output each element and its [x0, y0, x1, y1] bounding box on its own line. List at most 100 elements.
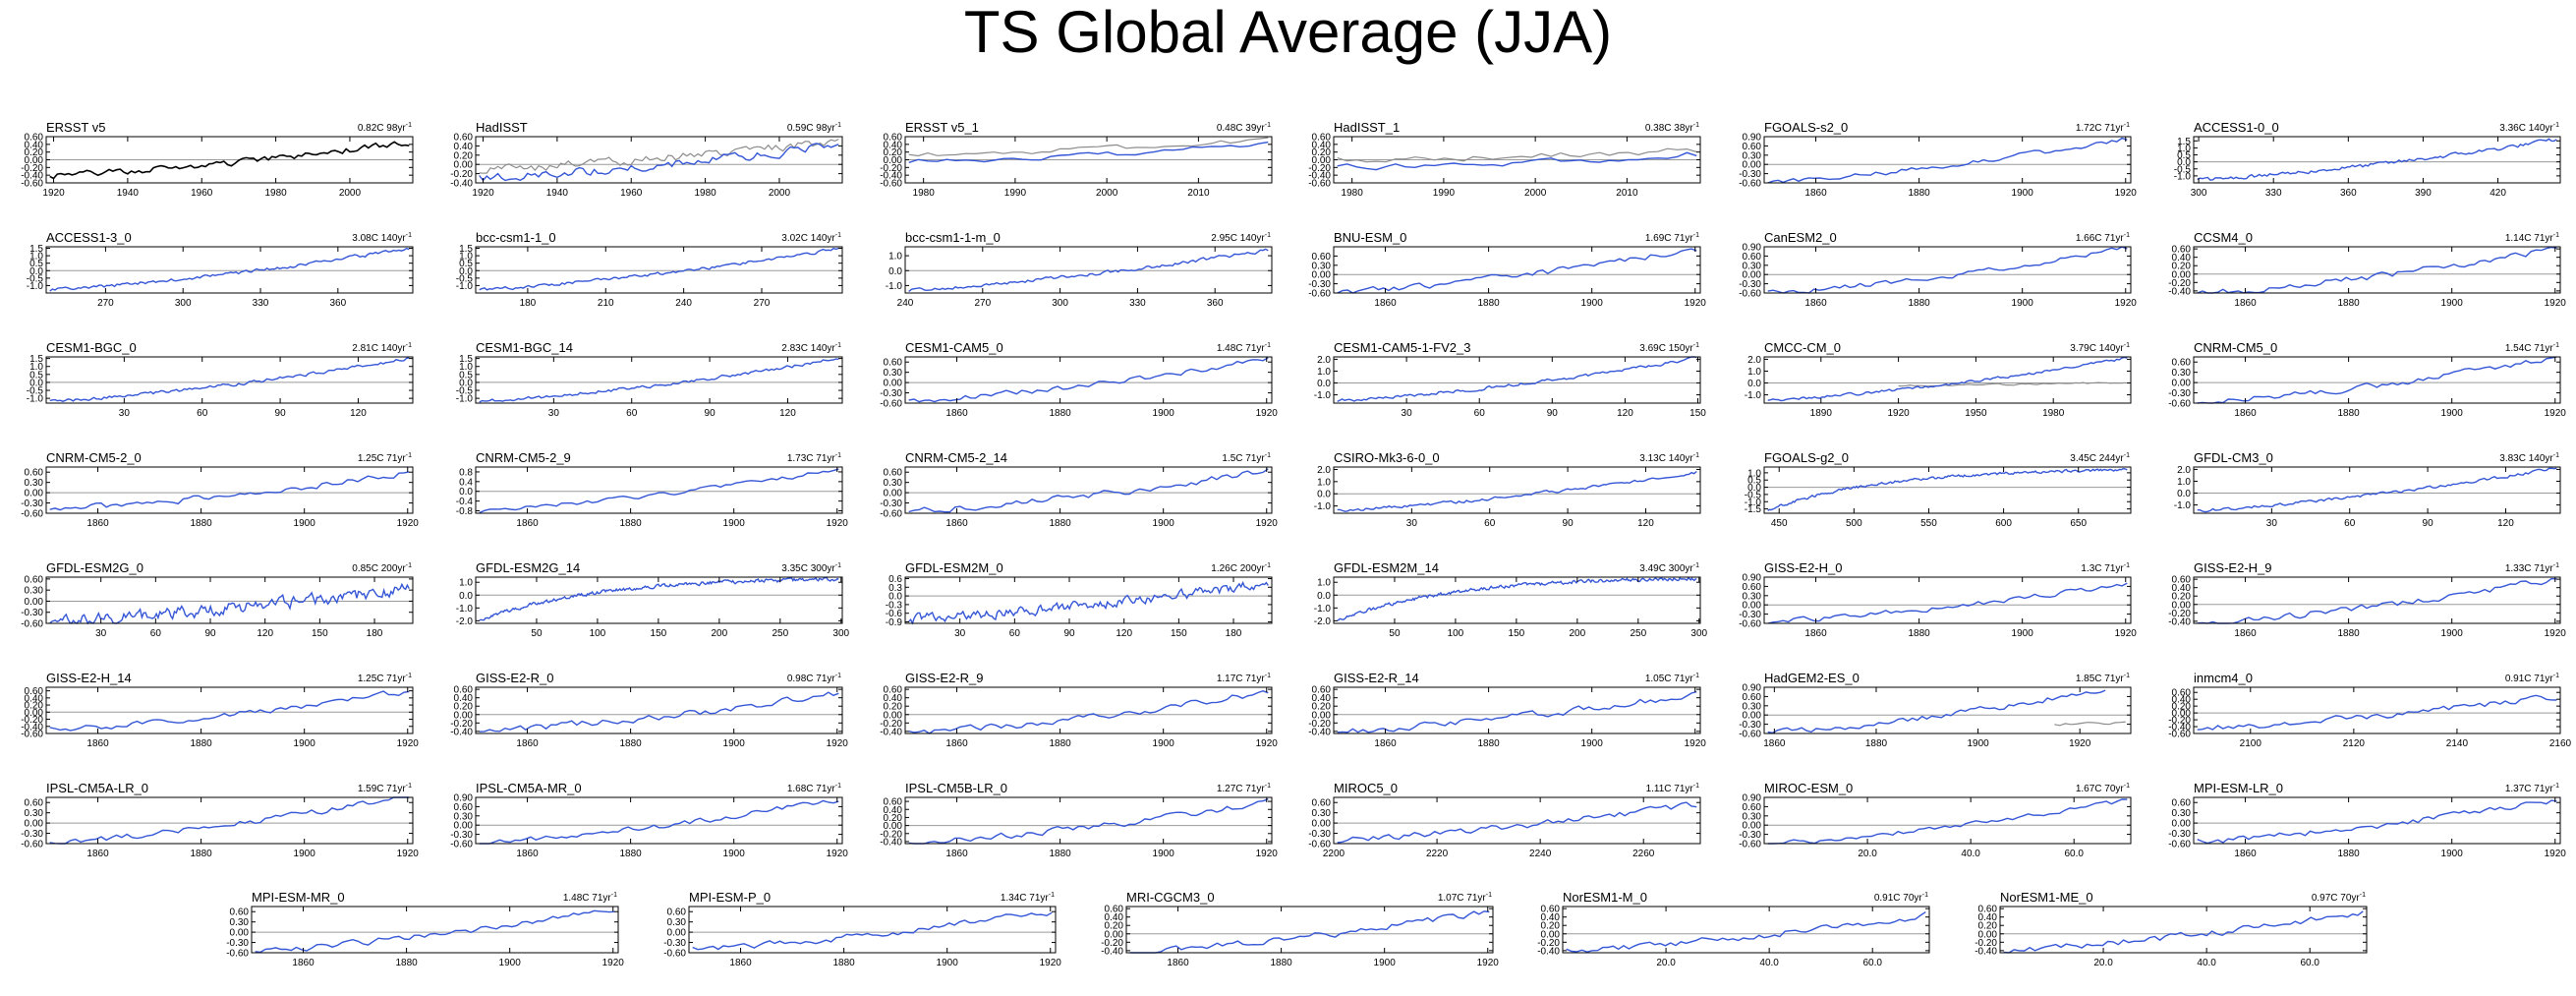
x-tick-label: 120	[1637, 518, 1654, 529]
plot-frame	[688, 906, 1057, 954]
y-tick-label: 1.0	[1747, 367, 1761, 378]
y-tick-label: -0.20	[450, 169, 473, 180]
x-tick-label: 1900	[2012, 628, 2034, 639]
y-tick-label: 0.20	[1312, 702, 1332, 713]
chart-stat: 3.49C 300yr-1	[1639, 562, 1699, 574]
chart-panel: GISS-E2-H_0 1.3C 71yr-10.900.600.300.00-0…	[1739, 560, 2137, 639]
x-tick-label: 50	[1389, 628, 1401, 639]
x-tick-label: 30	[95, 628, 107, 639]
y-tick-label: 0.0	[459, 591, 473, 602]
series-line-model	[2197, 246, 2557, 294]
y-tick-label: 0.4	[459, 477, 473, 488]
y-tick-label: -0.5	[27, 273, 44, 284]
x-tick-label: 390	[2415, 188, 2432, 199]
y-tick-label: 2.0	[1747, 355, 1761, 366]
y-tick-label: -0.5	[2174, 164, 2192, 175]
y-tick-label: 0.40	[2172, 695, 2192, 706]
series-line-model	[2197, 467, 2557, 513]
x-tick-label: 2220	[1426, 849, 1449, 859]
chart-panel: ACCESS1-3_0 3.08C 140yr-1 1.51.00.50.0-0.5…	[27, 230, 414, 309]
x-tick-label: 1880	[190, 849, 212, 859]
chart-stat: 1.67C 70yr-1	[2076, 783, 2130, 794]
y-tick-label: 0.00	[884, 489, 903, 499]
plot-frame	[1333, 356, 1701, 404]
y-tick-label: 0.00	[25, 155, 44, 166]
y-tick-label: 0.00	[2172, 709, 2192, 720]
chart-stat: 1.5C 71yr-1	[1222, 452, 1271, 464]
y-tick-label: 1.0	[2177, 477, 2191, 488]
plot-frame	[2193, 576, 2561, 624]
chart-stat: 1.26C 200yr-1	[1211, 562, 1271, 574]
chart-panel: BNU-ESM_0 1.69C 71yr-1 0.600.300.00-0.30-0…	[1308, 230, 1706, 309]
y-tick-label: 0.60	[1743, 142, 1762, 152]
y-tick-label: -0.20	[880, 163, 902, 174]
y-tick-label: 0.20	[884, 147, 903, 158]
y-tick-label: -0.60	[663, 949, 686, 960]
series-line-model	[908, 248, 1269, 292]
y-tick-label: 0.60	[884, 468, 903, 479]
plot-frame	[2193, 466, 2561, 514]
chart-panel: inmcm4_0 0.91C 71yr-1 0.600.400.200.00-0.2…	[2168, 671, 2571, 749]
chart-title: NorESM1-ME_0	[2000, 890, 2093, 905]
x-tick-label: 1860	[2234, 628, 2257, 639]
chart-stat: 3.36C 140yr-1	[2499, 122, 2559, 134]
y-tick-label: 0.00	[884, 379, 903, 389]
y-tick-label: 0.20	[884, 813, 903, 824]
x-tick-label: 450	[1771, 518, 1788, 529]
plot-frame	[904, 466, 1273, 514]
x-tick-label: 330	[1129, 298, 1146, 309]
x-tick-label: 120	[257, 628, 273, 639]
y-tick-label: 0.20	[454, 150, 474, 161]
x-tick-label: 90	[204, 628, 216, 639]
y-tick-label: 0.60	[454, 133, 474, 144]
x-tick-label: 650	[2070, 518, 2087, 529]
y-tick-label: -0.30	[21, 608, 43, 618]
y-tick-label: 0.00	[2172, 600, 2192, 611]
x-tick-label: 100	[590, 628, 606, 639]
y-tick-label: 0.00	[1541, 929, 1561, 940]
y-tick-label: 0.0	[459, 378, 473, 388]
y-tick-label: -0.40	[1308, 727, 1331, 737]
y-tick-label: 2.0	[1317, 465, 1331, 476]
plot-frame	[45, 796, 414, 845]
chart-title: MRI-CGCM3_0	[1126, 890, 1215, 905]
y-tick-label: 0.40	[25, 140, 44, 150]
y-tick-label: -1.0	[456, 604, 474, 615]
plot-frame	[475, 136, 843, 184]
x-tick-label: 1900	[723, 518, 746, 529]
x-tick-label: 90	[1563, 518, 1574, 529]
y-tick-label: 0.0	[888, 266, 902, 277]
x-tick-label: 2260	[1632, 849, 1655, 859]
x-tick-label: 1990	[1004, 188, 1027, 199]
plot-frame	[904, 246, 1273, 294]
series-line-model	[49, 247, 410, 292]
chart-stat: 1.25C 71yr-1	[358, 452, 412, 464]
y-tick-label: -0.60	[880, 179, 902, 190]
x-tick-label: 1880	[619, 738, 642, 749]
x-tick-label: 1900	[1581, 738, 1604, 749]
x-tick-label: 1860	[2234, 298, 2257, 309]
series-line-model	[49, 471, 410, 511]
y-tick-label: 0.5	[29, 259, 43, 269]
plot-frame	[45, 356, 414, 404]
x-tick-label: 180	[520, 298, 537, 309]
chart-panel: GFDL-ESM2M_0 1.26C 200yr-10.60.30.0-0.3-0…	[886, 560, 1273, 639]
x-tick-label: 420	[2490, 188, 2506, 199]
y-tick-label: 0.60	[884, 358, 903, 369]
y-tick-label: 0.0	[1317, 490, 1331, 500]
x-tick-label: 1900	[294, 849, 316, 859]
x-tick-label: 30	[954, 628, 966, 639]
x-tick-label: 1950	[1965, 408, 1987, 419]
series-line-reference	[479, 139, 839, 174]
series-line-model	[479, 799, 839, 845]
y-tick-label: -0.20	[21, 163, 43, 174]
x-tick-label: 1920	[2115, 628, 2138, 639]
x-tick-label: 1880	[1270, 958, 1292, 968]
chart-panel: MIROC-ESM_0 1.67C 70yr-10.900.600.300.00-…	[1739, 781, 2132, 859]
x-tick-label: 60	[197, 408, 208, 419]
x-tick-label: 300	[175, 298, 192, 309]
series-line-model	[692, 911, 1053, 951]
y-tick-label: 0.00	[230, 928, 250, 939]
y-tick-label: -0.60	[1739, 730, 1761, 740]
chart-panel: GISS-E2-R_9 1.17C 71yr-10.600.400.200.00-…	[880, 671, 1278, 749]
